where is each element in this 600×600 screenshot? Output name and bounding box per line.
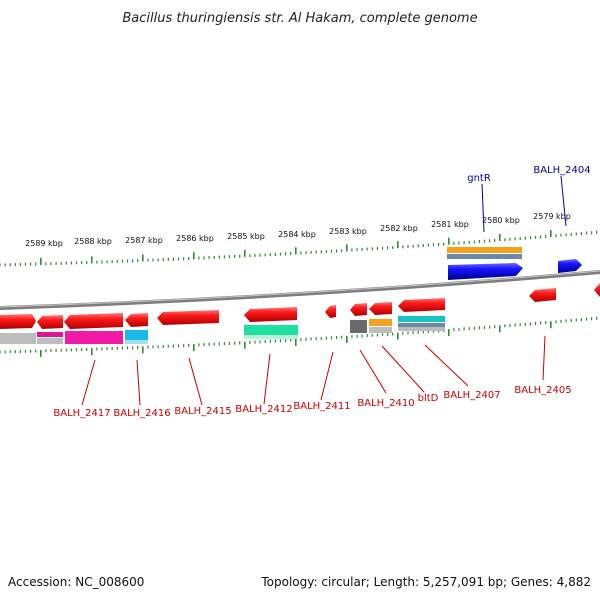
gene-arrow-BALH_2410[interactable] (350, 303, 367, 316)
accession-text: Accession: NC_008600 (8, 575, 144, 589)
leader-line-BALH_2407 (424, 344, 469, 387)
scale-labels: 2589 kbp 2588 kbp 2587 kbp 2586 kbp 2585… (25, 212, 571, 248)
gene-label-BALH_2412[interactable]: BALH_2412 (235, 404, 292, 415)
gene-arrow-BALH_2404[interactable] (558, 259, 582, 273)
gene-arrow-BALH_2407[interactable] (398, 298, 445, 312)
gene-arrow-BALH_2417-upper[interactable] (37, 315, 63, 329)
feature-bar-teal[interactable] (398, 316, 445, 322)
scale-label: 2588 kbp (74, 237, 112, 246)
scale-label: 2587 kbp (125, 236, 163, 245)
feature-bar-gray[interactable] (37, 338, 63, 344)
gene-label-BALH_2407[interactable]: BALH_2407 (443, 390, 500, 401)
feature-bar-dark-gray[interactable] (350, 320, 367, 333)
top-strand-features (447, 247, 582, 280)
feature-bar-gray[interactable] (369, 327, 392, 333)
gene-label-BALH_2404[interactable]: BALH_2404 (533, 165, 590, 176)
gene-arrow-far-left[interactable] (0, 314, 36, 329)
scale-label: 2580 kbp (482, 216, 520, 225)
gene-labels: gntR BALH_2404 BALH_2417 BALH_2416 BALH_… (53, 165, 590, 419)
gene-arrow-BALH_2417[interactable] (64, 313, 123, 329)
gene-label-BALH_2405[interactable]: BALH_2405 (514, 385, 571, 396)
leader-line-BALH_2415 (188, 357, 203, 406)
gene-arrow-gntR[interactable] (448, 263, 523, 280)
feature-bar-orange[interactable] (369, 319, 392, 326)
gene-label-BALH_2417[interactable]: BALH_2417 (53, 408, 110, 419)
leader-line-gntR (481, 183, 485, 233)
genome-summary-text: Topology: circular; Length: 5,257,091 bp… (260, 575, 591, 589)
leader-line-BALH_2416 (136, 359, 141, 406)
feature-bar-steel[interactable] (447, 254, 522, 259)
feature-bar-magenta[interactable] (65, 331, 123, 344)
leader-line-BALH_2417 (81, 359, 96, 406)
gene-arrow-BALH_2416[interactable] (125, 313, 148, 327)
gene-label-bltD[interactable]: bltD (418, 393, 439, 404)
feature-bar-cyan[interactable] (125, 330, 148, 340)
scale-label: 2589 kbp (25, 239, 63, 248)
scale-label: 2581 kbp (431, 220, 469, 229)
bottom-strand-features (0, 316, 445, 344)
gene-arrow-BALH_2411[interactable] (325, 305, 336, 318)
genome-backbone-highlight (0, 270, 600, 308)
feature-bar-magenta[interactable] (37, 332, 63, 337)
scale-ticks-bottom (0, 316, 598, 357)
leader-line-BALH_2405 (542, 335, 546, 381)
feature-bar-mint-light[interactable] (244, 335, 298, 339)
feature-bar-gray[interactable] (0, 333, 36, 344)
scale-label: 2585 kbp (227, 232, 265, 241)
scale-label: 2584 kbp (278, 230, 316, 239)
feature-bar-gray[interactable] (398, 327, 445, 331)
gene-label-BALH_2415[interactable]: BALH_2415 (174, 406, 231, 417)
scale-ticks-top (0, 230, 598, 267)
gene-arrow-BALH_2415[interactable] (157, 310, 219, 325)
scale-label: 2586 kbp (176, 234, 214, 243)
genome-title: Bacillus thuringiensis str. Al Hakam, co… (122, 11, 477, 26)
feature-bar-steel[interactable] (398, 323, 445, 327)
leader-line-BALH_2410 (359, 349, 387, 394)
scale-label: 2579 kbp (533, 212, 571, 221)
gene-label-gntR[interactable]: gntR (467, 173, 491, 184)
gene-arrow-BALH_2412[interactable] (244, 307, 297, 322)
gene-label-BALH_2410[interactable]: BALH_2410 (357, 398, 414, 409)
feature-bar-orange[interactable] (447, 247, 522, 253)
gene-arrow-bltD[interactable] (369, 302, 392, 315)
gene-label-BALH_2411[interactable]: BALH_2411 (293, 401, 350, 412)
feature-bar-cyan-light[interactable] (125, 340, 148, 344)
genome-backbone (0, 270, 600, 310)
bottom-strand-genes (0, 283, 600, 329)
scale-label: 2583 kbp (329, 227, 367, 236)
leader-line-BALH_2412 (263, 353, 271, 405)
leader-line-BALH_2404 (560, 175, 567, 227)
feature-bar-mint[interactable] (244, 325, 298, 335)
leader-line-BALH_2411 (320, 351, 334, 401)
scale-label: 2582 kbp (380, 224, 418, 233)
label-leader-lines (81, 175, 567, 406)
leader-line-bltD (381, 345, 425, 393)
gene-arrow-right-edge[interactable] (594, 283, 600, 297)
gene-label-BALH_2416[interactable]: BALH_2416 (113, 408, 170, 419)
gene-arrow-BALH_2405[interactable] (529, 288, 556, 302)
